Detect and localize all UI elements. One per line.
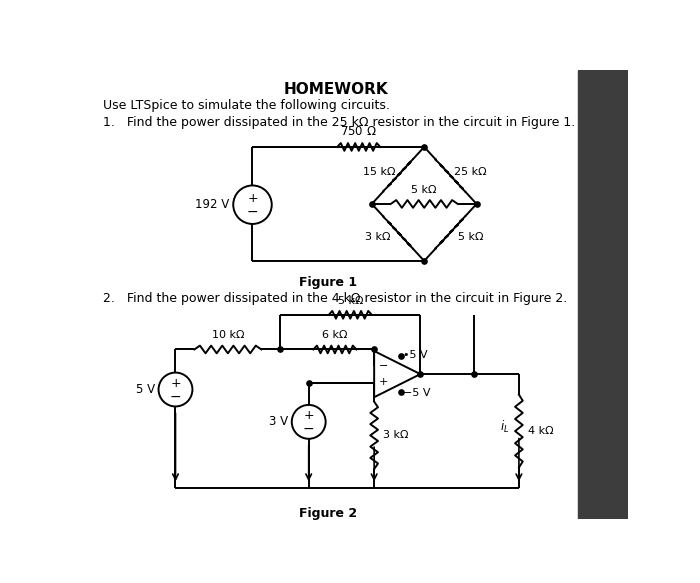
Text: 192 V: 192 V [195,198,230,211]
Text: Use LTSpice to simulate the following circuits.: Use LTSpice to simulate the following ci… [103,99,390,112]
Text: •5 V: •5 V [403,350,428,360]
Text: −: − [303,422,314,436]
Text: Figure 2: Figure 2 [299,507,357,520]
Text: −: − [379,361,388,371]
Text: 6 kΩ: 6 kΩ [322,330,348,340]
Text: $i_L$: $i_L$ [500,419,510,436]
Text: −: − [246,205,258,219]
Text: +: + [247,192,258,205]
Text: 3 kΩ: 3 kΩ [365,232,391,242]
Text: 1.   Find the power dissipated in the 25 kΩ resistor in the circuit in Figure 1.: 1. Find the power dissipated in the 25 k… [103,116,575,129]
Text: 5 kΩ: 5 kΩ [337,296,363,305]
Text: +: + [303,409,314,422]
Text: 2.   Find the power dissipated in the 4 kΩ resistor in the circuit in Figure 2.: 2. Find the power dissipated in the 4 kΩ… [103,292,568,305]
Text: 750 $\Omega$: 750 $\Omega$ [340,125,377,138]
Text: −5 V: −5 V [403,388,431,398]
Bar [578,70,629,519]
Text: 4 kΩ: 4 kΩ [528,426,554,436]
Text: 15 kΩ: 15 kΩ [363,167,395,177]
Text: −: − [169,389,181,403]
Text: Figure 1: Figure 1 [299,276,357,289]
Text: +: + [379,377,388,387]
Text: +: + [170,377,181,390]
Text: 5 kΩ: 5 kΩ [412,185,437,195]
Text: 3 V: 3 V [269,415,288,429]
Text: 10 kΩ: 10 kΩ [211,330,244,340]
Text: 5 kΩ: 5 kΩ [458,232,483,242]
Text: 5 V: 5 V [136,383,155,396]
Text: 25 kΩ: 25 kΩ [454,167,486,177]
Text: 3 kΩ: 3 kΩ [384,430,409,440]
Text: HOMEWORK: HOMEWORK [284,82,388,97]
